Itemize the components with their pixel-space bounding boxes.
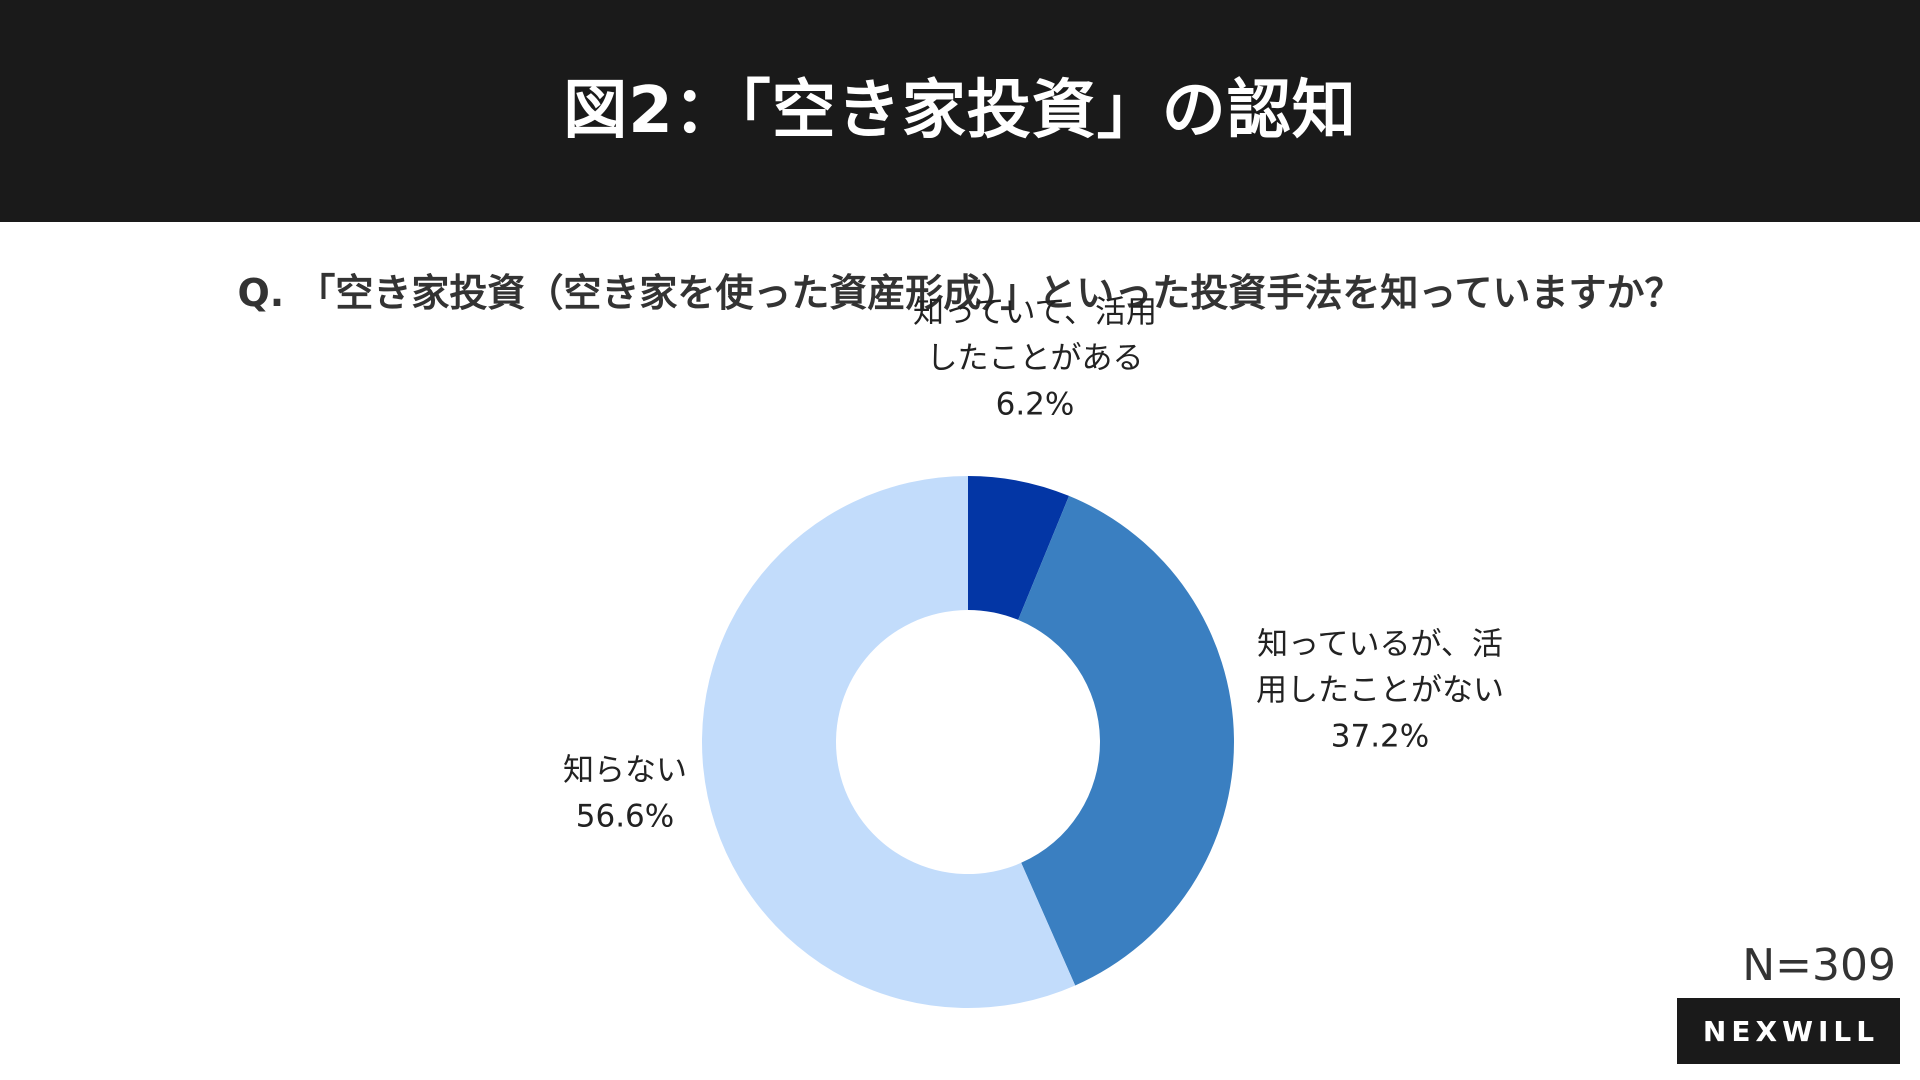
sample-size-label: N=309 [1742, 940, 1896, 991]
slice-1-category-label: 知っていて、活用 [913, 295, 1157, 331]
header-bar: 図2：「空き家投資」の認知 [0, 0, 1920, 222]
brand-logo-text: NEXWILL [1702, 1014, 1880, 1048]
slice-2-category-label: 知っているが、活 [1257, 627, 1503, 663]
slice-3-value-label: 56.6% [576, 799, 674, 835]
chart-slices [701, 476, 1234, 1008]
slice-1-value-label: 6.2% [996, 387, 1075, 423]
survey-question: Q. 「空き家投資（空き家を使った資産形成）」といった投資手法を知っていますか？ [237, 271, 1683, 315]
brand-logo: NEXWILL [1677, 998, 1900, 1064]
slice-3-category-label: 知らない [563, 753, 687, 789]
slice-2 [1018, 495, 1234, 986]
slice-2-category-label: 用したことがない [1256, 673, 1504, 709]
slice-1 [968, 476, 1070, 620]
page-title: 図2：「空き家投資」の認知 [563, 74, 1357, 148]
slice-2-value-label: 37.2% [1331, 719, 1429, 755]
slice-1-category-label: したことがある [927, 341, 1144, 377]
slice-3 [701, 476, 1076, 1008]
